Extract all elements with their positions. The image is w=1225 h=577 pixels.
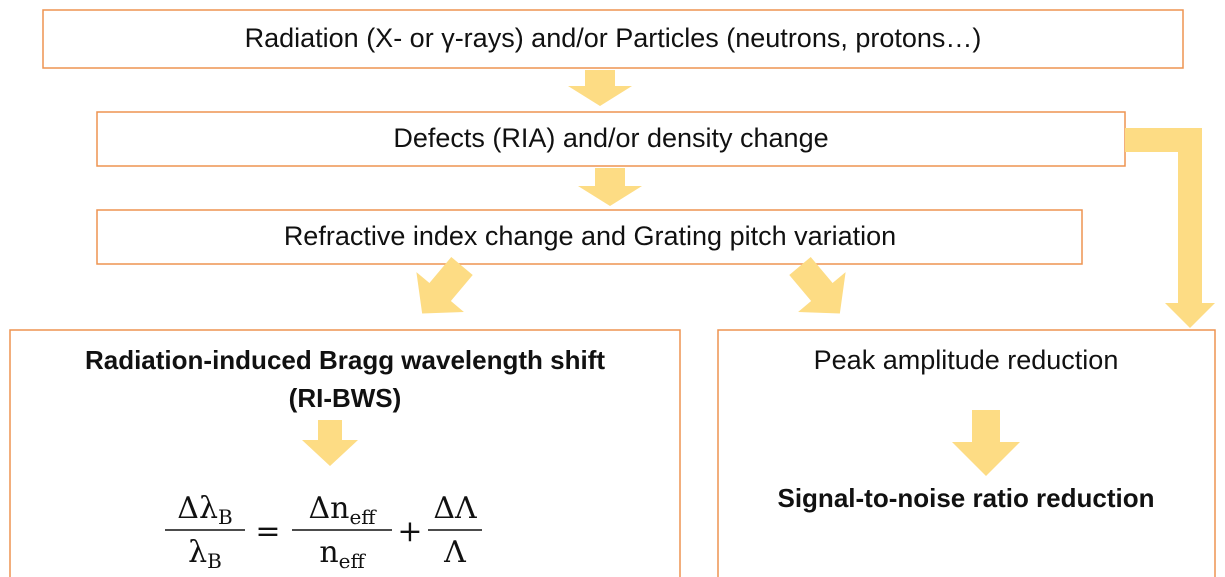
denominator: λB xyxy=(188,535,222,573)
math-sub: eff xyxy=(339,549,367,573)
box xyxy=(42,9,1184,69)
arrow xyxy=(1125,128,1215,328)
box-text: Refractive index change and Grating pitc… xyxy=(284,221,896,251)
numerator: ΔΛ xyxy=(433,491,477,526)
numerator: Δneff xyxy=(308,491,377,529)
denominator: neff xyxy=(319,535,366,573)
arrow xyxy=(789,257,846,314)
arrow xyxy=(952,410,1020,476)
operator: + xyxy=(397,514,422,549)
panel-text: Signal-to-noise ratio reduction xyxy=(777,483,1154,513)
denominator: Λ xyxy=(443,535,466,570)
box xyxy=(96,209,1083,265)
arrow xyxy=(416,257,473,314)
panel-title: (RI-BWS) xyxy=(289,383,402,413)
box xyxy=(96,111,1126,167)
panel xyxy=(9,329,681,577)
panel-text: Peak amplitude reduction xyxy=(814,345,1119,375)
numerator: ΔλB xyxy=(177,491,232,529)
arrow xyxy=(302,420,358,466)
math-base: n xyxy=(319,535,338,570)
box-text: Defects (RIA) and/or density change xyxy=(393,123,828,153)
arrow xyxy=(578,168,642,206)
arrow xyxy=(568,70,632,106)
operator: = xyxy=(255,514,280,549)
math-sub: B xyxy=(218,505,233,529)
math-base: Δn xyxy=(308,491,349,526)
box-text: Radiation (X- or γ-rays) and/or Particle… xyxy=(245,23,982,53)
math-sub: B xyxy=(207,549,222,573)
math-base: Δλ xyxy=(177,491,218,526)
formula: ΔλB λB = Δneff neff + ΔΛ Λ xyxy=(165,491,482,573)
math-base: λ xyxy=(188,535,207,570)
math-sub: eff xyxy=(349,505,377,529)
panel-title: Radiation-induced Bragg wavelength shift xyxy=(85,345,605,375)
